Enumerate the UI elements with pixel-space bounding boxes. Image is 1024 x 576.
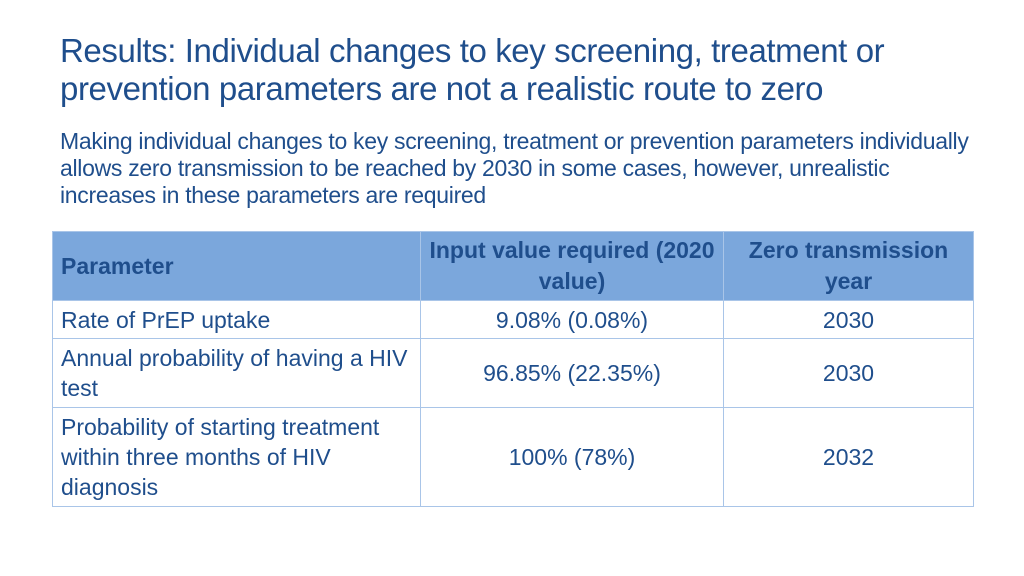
cell-parameter: Annual probability of having a HIV test [52, 338, 421, 408]
header-zero-transmission-year: Zero transmission year [723, 231, 974, 301]
cell-zero-year: 2030 [723, 338, 974, 408]
table-row: Probability of starting treatment within… [52, 407, 974, 507]
cell-parameter: Probability of starting treatment within… [52, 407, 421, 507]
table-header-row: Parameter Input value required (2020 val… [52, 231, 974, 301]
cell-input-value: 100% (78%) [420, 407, 724, 507]
cell-input-value: 9.08% (0.08%) [420, 300, 724, 339]
slide-title: Results: Individual changes to key scree… [60, 32, 885, 107]
cell-parameter: Rate of PrEP uptake [52, 300, 421, 339]
table-row: Rate of PrEP uptake 9.08% (0.08%) 2030 [52, 300, 974, 339]
header-parameter: Parameter [52, 231, 421, 301]
results-table: Parameter Input value required (2020 val… [52, 231, 974, 507]
cell-zero-year: 2030 [723, 300, 974, 339]
table-row: Annual probability of having a HIV test … [52, 338, 974, 408]
header-input-value: Input value required (2020 value) [420, 231, 724, 301]
slide-subtitle: Making individual changes to key screeni… [60, 128, 969, 208]
cell-input-value: 96.85% (22.35%) [420, 338, 724, 408]
cell-zero-year: 2032 [723, 407, 974, 507]
